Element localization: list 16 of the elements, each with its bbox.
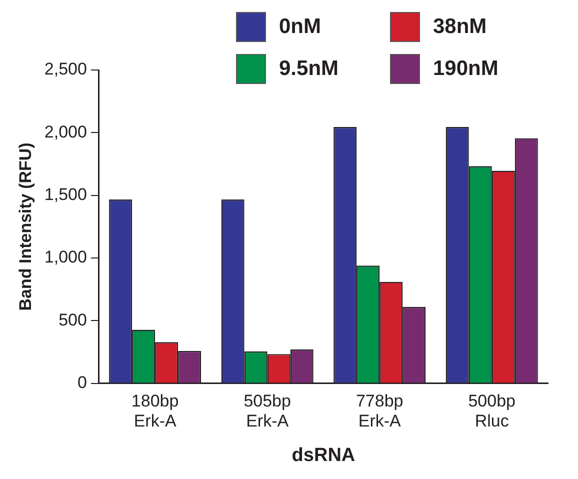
legend-label: 9.5nM xyxy=(279,57,339,81)
y-axis-title: Band Intensity (RFU) xyxy=(16,142,35,311)
y-tick-label: 1,000 xyxy=(44,248,87,267)
x-tick-label: 500bp Rluc xyxy=(468,391,516,431)
x-tick-label: 180bp Erk-A xyxy=(131,391,179,431)
y-tick-label: 2,500 xyxy=(44,60,87,79)
y-tick-label: 500 xyxy=(58,310,87,330)
x-axis-title: dsRNA xyxy=(292,444,356,466)
x-tick-label: 505bp Erk-A xyxy=(244,391,291,431)
legend-label: 0nM xyxy=(279,15,321,39)
y-tick-label: 2,000 xyxy=(44,122,87,142)
y-tick-label: 0 xyxy=(77,373,87,392)
x-tick-label: 778bp Erk-A xyxy=(356,391,404,431)
y-tick-label: 1,500 xyxy=(44,185,87,204)
legend-label: 190nM xyxy=(433,57,498,81)
legend-label: 38nM xyxy=(433,15,487,39)
